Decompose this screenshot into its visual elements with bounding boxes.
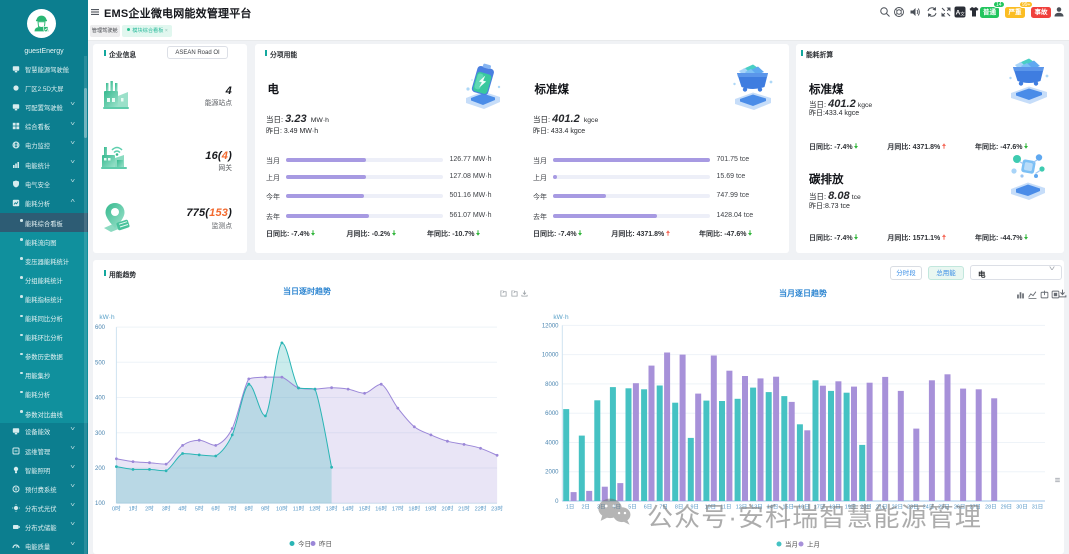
- svg-text:28日: 28日: [985, 504, 996, 511]
- svg-text:13时: 13时: [326, 505, 338, 513]
- svg-text:400: 400: [95, 396, 106, 402]
- svg-text:kW·h: kW·h: [553, 314, 569, 321]
- svg-text:23时: 23时: [491, 505, 503, 513]
- svg-text:15时: 15时: [359, 505, 371, 513]
- svg-text:23日: 23日: [907, 504, 918, 511]
- svg-text:300: 300: [95, 431, 106, 437]
- svg-text:12000: 12000: [542, 323, 559, 329]
- svg-text:19日: 19日: [845, 504, 856, 511]
- svg-text:30日: 30日: [1016, 504, 1027, 511]
- svg-text:200: 200: [95, 466, 106, 472]
- svg-text:1日: 1日: [566, 504, 574, 511]
- svg-text:18时: 18时: [408, 505, 420, 513]
- svg-text:100: 100: [95, 501, 106, 507]
- svg-text:15日: 15日: [783, 504, 794, 511]
- svg-text:26日: 26日: [954, 504, 965, 511]
- svg-text:10000: 10000: [542, 353, 559, 359]
- svg-text:22日: 22日: [892, 504, 903, 511]
- svg-text:5日: 5日: [628, 504, 636, 511]
- svg-text:600: 600: [95, 325, 106, 331]
- svg-text:20时: 20时: [441, 505, 453, 513]
- svg-text:5时: 5时: [195, 505, 204, 513]
- svg-text:上月: 上月: [807, 540, 820, 549]
- svg-text:¥: ¥: [15, 486, 18, 492]
- svg-text:8时: 8时: [244, 505, 253, 513]
- svg-text:11日: 11日: [720, 504, 731, 511]
- svg-text:25日: 25日: [938, 504, 949, 511]
- svg-text:7时: 7时: [228, 505, 237, 513]
- svg-text:0: 0: [555, 499, 559, 505]
- svg-text:27日: 27日: [970, 504, 981, 511]
- svg-text:17日: 17日: [814, 504, 825, 511]
- svg-text:7日: 7日: [659, 504, 667, 511]
- svg-text:14日: 14日: [767, 504, 778, 511]
- svg-text:6日: 6日: [644, 504, 652, 511]
- svg-text:29日: 29日: [1001, 504, 1012, 511]
- svg-text:24日: 24日: [923, 504, 934, 511]
- svg-text:13日: 13日: [751, 504, 762, 511]
- svg-text:21时: 21时: [458, 505, 470, 513]
- svg-text:4000: 4000: [545, 441, 559, 447]
- svg-text:3时: 3时: [162, 505, 171, 513]
- svg-text:22时: 22时: [475, 505, 487, 513]
- svg-text:2000: 2000: [545, 470, 559, 476]
- svg-text:20日: 20日: [860, 504, 871, 511]
- svg-text:10日: 10日: [705, 504, 716, 511]
- svg-text:16时: 16时: [375, 505, 387, 513]
- svg-text:2时: 2时: [145, 505, 154, 513]
- svg-text:17时: 17时: [392, 505, 404, 513]
- svg-text:今日: 今日: [298, 539, 311, 548]
- svg-text:文: 文: [960, 11, 965, 18]
- svg-text:6时: 6时: [211, 505, 220, 513]
- svg-text:A: A: [956, 10, 961, 17]
- svg-text:当月: 当月: [785, 540, 798, 549]
- svg-text:11时: 11时: [293, 505, 305, 513]
- svg-text:9时: 9时: [261, 505, 270, 513]
- svg-text:16日: 16日: [798, 504, 809, 511]
- svg-text:14时: 14时: [342, 505, 354, 513]
- svg-text:9日: 9日: [691, 504, 699, 511]
- svg-text:31日: 31日: [1032, 504, 1043, 511]
- svg-text:500: 500: [95, 360, 106, 366]
- svg-text:12日: 12日: [736, 504, 747, 511]
- svg-text:21日: 21日: [876, 504, 887, 511]
- svg-text:2日: 2日: [582, 504, 590, 511]
- svg-text:4时: 4时: [178, 505, 187, 513]
- svg-text:8日: 8日: [675, 504, 683, 511]
- svg-text:昨日: 昨日: [319, 539, 332, 548]
- svg-text:12时: 12时: [309, 505, 321, 513]
- svg-text:6000: 6000: [545, 411, 559, 417]
- svg-text:kW·h: kW·h: [99, 314, 115, 321]
- svg-text:10时: 10时: [276, 505, 288, 513]
- svg-text:1时: 1时: [129, 505, 138, 513]
- svg-text:19时: 19时: [425, 505, 437, 513]
- svg-text:0时: 0时: [112, 505, 121, 513]
- svg-text:8000: 8000: [545, 382, 559, 388]
- svg-text:18日: 18日: [829, 504, 840, 511]
